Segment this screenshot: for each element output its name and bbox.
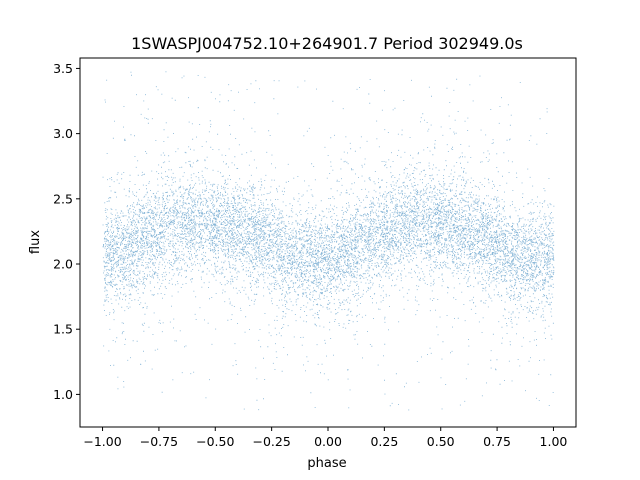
plot-frame — [79, 57, 577, 428]
x-tick-label: 0.00 — [314, 434, 342, 449]
x-axis: −1.00 −0.75 −0.50 −0.25 0.00 0.25 0.50 0.75 1.00 — [83, 427, 567, 449]
y-tick-label: 3.0 — [53, 126, 73, 141]
y-tick-label: 3.5 — [53, 61, 73, 76]
x-tick-label: 0.75 — [483, 434, 511, 449]
x-tick-label: 1.00 — [540, 434, 568, 449]
chart-title: 1SWASPJ004752.10+264901.7 Period 302949.… — [131, 34, 523, 53]
x-tick-label: −1.00 — [83, 434, 121, 449]
y-tick-label: 2.0 — [53, 257, 73, 272]
x-tick-label: −0.50 — [196, 434, 234, 449]
x-tick-label: −0.25 — [252, 434, 290, 449]
y-axis-label: flux — [28, 230, 43, 254]
scatter-points — [102, 71, 555, 411]
data-points — [102, 71, 555, 411]
x-tick-label: 0.25 — [370, 434, 398, 449]
y-tick-label: 1.5 — [53, 322, 73, 337]
y-tick-label: 2.5 — [53, 191, 73, 206]
y-axis: 1.0 1.5 2.0 2.5 3.0 3.5 — [53, 61, 80, 402]
x-tick-label: −0.75 — [140, 434, 178, 449]
x-tick-label: 0.50 — [427, 434, 455, 449]
y-tick-label: 1.0 — [53, 387, 73, 402]
x-axis-label: phase — [307, 456, 346, 471]
